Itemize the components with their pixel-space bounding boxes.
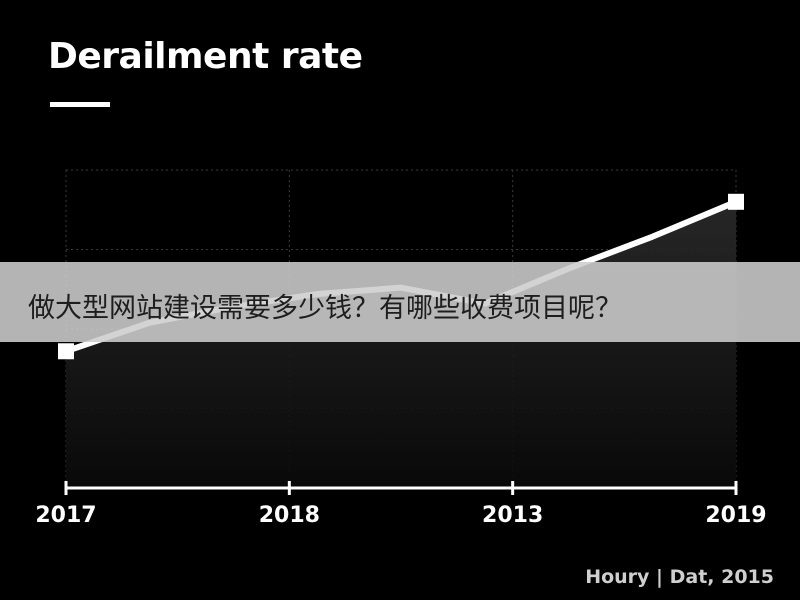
x-tick-label: 2017 [35, 503, 96, 528]
chart-title: Derailment rate [48, 36, 363, 77]
x-tick-label: 2019 [705, 503, 766, 528]
overlay-banner [0, 262, 800, 342]
x-axis [64, 481, 738, 495]
source-note: Houry | Dat, 2015 [585, 566, 774, 588]
overlay-banner-text: 做大型网站建设需要多少钱？有哪些收费项目呢？ [28, 293, 622, 324]
x-tick-labels: 2017 2018 2013 2019 [35, 503, 766, 528]
x-tick-label: 2018 [259, 503, 320, 528]
x-tick-label: 2013 [482, 503, 543, 528]
endpoint-marker [58, 343, 74, 360]
title-underline [50, 102, 110, 107]
endpoint-marker [728, 193, 744, 210]
